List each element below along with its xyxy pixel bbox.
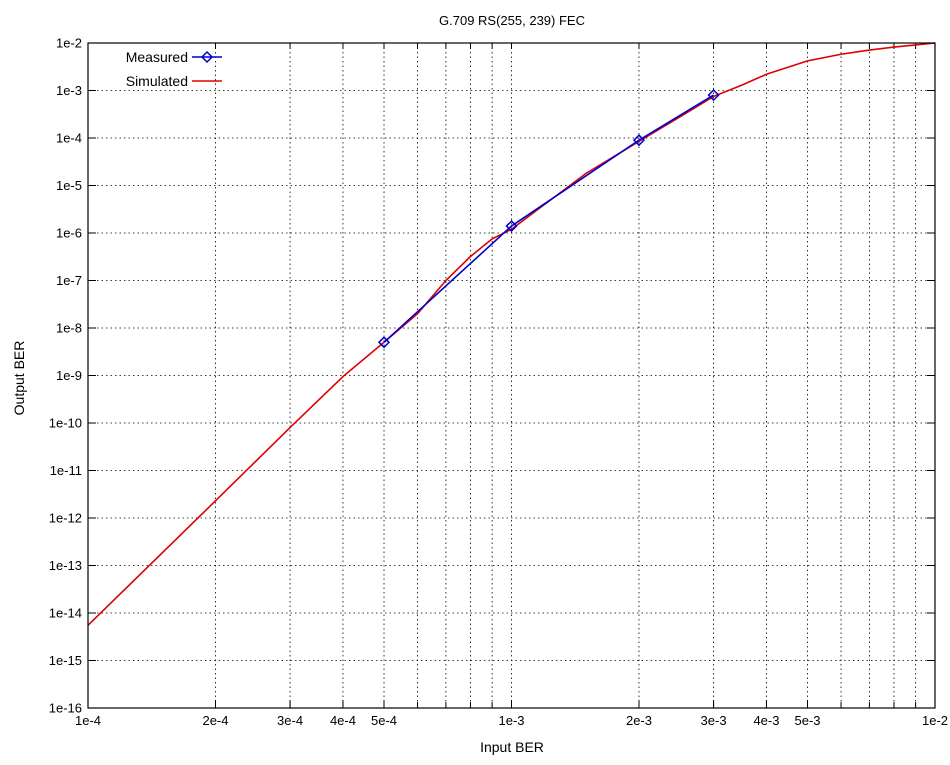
measured-point [707, 89, 720, 102]
x-tick-label: 4e-4 [330, 713, 356, 728]
x-axis-label: Input BER [480, 739, 544, 755]
y-tick-label: 1e-12 [49, 511, 82, 526]
y-tick-label: 1e-3 [56, 83, 82, 98]
measured-legend-label: Measured [126, 49, 188, 65]
x-tick-label: 1e-2 [922, 713, 948, 728]
chart-title: G.709 RS(255, 239) FEC [439, 13, 585, 28]
y-tick-label: 1e-6 [56, 226, 82, 241]
y-tick-label: 1e-13 [49, 558, 82, 573]
y-tick-label: 1e-7 [56, 273, 82, 288]
x-tick-label: 2e-3 [626, 713, 652, 728]
x-tick-label: 1e-3 [498, 713, 524, 728]
measured-legend-marker [200, 50, 214, 64]
grid [88, 43, 935, 708]
y-tick-label: 1e-11 [50, 463, 82, 478]
measured-series-line [383, 94, 714, 343]
x-tick-label: 3e-3 [701, 713, 727, 728]
y-axis-label: Output BER [11, 341, 27, 416]
y-tick-label: 1e-9 [56, 368, 82, 383]
y-tick-label: 1e-8 [56, 321, 82, 336]
x-tick-label: 2e-4 [202, 713, 228, 728]
measured-point [632, 134, 646, 147]
y-tick-label: 1e-2 [56, 36, 82, 51]
plot-frame [87, 42, 936, 709]
x-tick-label: 3e-4 [277, 713, 303, 728]
y-tick-label: 1e-14 [49, 606, 82, 621]
simulated-series-line [87, 42, 936, 626]
simulated-legend-label: Simulated [126, 73, 188, 89]
measured-point [377, 336, 391, 349]
series [87, 42, 936, 626]
y-tick-label: 1e-10 [49, 416, 82, 431]
y-tick-label: 1e-4 [56, 131, 82, 146]
y-tick-label: 1e-15 [49, 653, 82, 668]
x-tick-label: 4e-3 [753, 713, 779, 728]
x-tick-label: 5e-4 [371, 713, 397, 728]
x-tick-label: 5e-3 [794, 713, 820, 728]
y-tick-label: 1e-16 [49, 701, 82, 716]
y-tick-label: 1e-5 [56, 178, 82, 193]
measured-point [505, 219, 518, 233]
legend: Measured Simulated [126, 49, 222, 89]
tick-labels: 1e-16 1e-15 1e-14 1e-13 1e-12 1e-11 1e-10 1e-9 1… [49, 36, 948, 729]
x-tick-label: 1e-4 [75, 713, 101, 728]
